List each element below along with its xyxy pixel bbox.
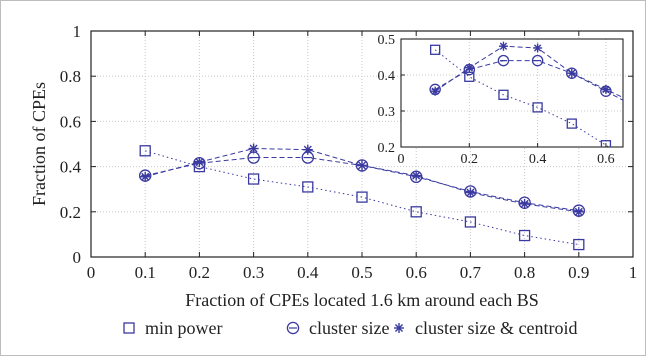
inset-data-point xyxy=(567,68,577,78)
series-line xyxy=(145,148,579,213)
inset-data-point xyxy=(498,89,509,100)
inset-data-point xyxy=(430,44,441,55)
x-tick-label: 0.4 xyxy=(297,263,319,282)
x-tick-label: 0 xyxy=(87,263,96,282)
data-point xyxy=(140,171,151,182)
data-point xyxy=(357,160,367,171)
x-tick-label: 0.2 xyxy=(189,263,210,282)
x-tick-label: 0.9 xyxy=(568,263,589,282)
inset-plot-area xyxy=(400,38,624,148)
data-point xyxy=(356,191,368,203)
legend-marker xyxy=(286,321,300,335)
legend-marker xyxy=(394,323,404,333)
x-tick-label: 0.6 xyxy=(406,263,427,282)
data-point xyxy=(519,198,530,209)
inset-data-point xyxy=(532,102,543,113)
x-axis-label: Fraction of CPEs located 1.6 km around e… xyxy=(185,290,538,310)
x-tick-label: 0.3 xyxy=(243,263,264,282)
data-point xyxy=(411,170,422,181)
data-point xyxy=(465,187,476,198)
legend-marker xyxy=(123,322,135,334)
x-tick-label: 0.5 xyxy=(351,263,372,282)
inset-data-point xyxy=(601,84,611,94)
data-point xyxy=(464,216,477,228)
inset-data-point xyxy=(498,41,508,51)
data-point xyxy=(247,151,260,164)
inset-data-point xyxy=(531,54,544,67)
data-point xyxy=(139,145,151,157)
y-tick-label: 0.6 xyxy=(60,112,81,131)
legend-label: cluster size & centroid xyxy=(415,318,577,338)
x-tick-label: 0.8 xyxy=(514,263,535,282)
data-point xyxy=(573,238,585,251)
inset-x-tick-label: 0.2 xyxy=(461,152,479,167)
data-point xyxy=(248,143,259,154)
inset-x-tick-label: 0 xyxy=(398,152,405,167)
inset-data-point xyxy=(533,43,543,53)
legend-label: cluster size xyxy=(309,318,389,338)
y-tick-label: 0.4 xyxy=(60,158,82,177)
inset-y-tick-label: 0.3 xyxy=(378,105,396,120)
series-line xyxy=(145,150,579,246)
inset-series-group xyxy=(429,41,623,147)
x-tick-label: 0.1 xyxy=(135,263,156,282)
y-tick-label: 0.2 xyxy=(60,203,81,222)
x-tick-label: 1 xyxy=(629,263,638,282)
y-tick-label: 0.8 xyxy=(60,67,81,86)
inset-data-point xyxy=(464,63,474,73)
x-tick-label: 0.7 xyxy=(460,263,482,282)
inset-data-point xyxy=(600,140,612,147)
inset-x-tick-label: 0.4 xyxy=(529,152,547,167)
y-tick-label: 1 xyxy=(73,22,82,41)
data-point xyxy=(573,206,584,217)
inset-data-point xyxy=(497,54,510,67)
data-point xyxy=(247,173,260,185)
inset-x-tick-label: 0.6 xyxy=(597,152,615,167)
legend-label: min power xyxy=(145,318,222,338)
data-point xyxy=(518,229,531,242)
inset-y-tick-label: 0.5 xyxy=(378,33,396,48)
data-point xyxy=(302,144,313,155)
inset-y-tick-label: 0.2 xyxy=(378,141,396,156)
data-point xyxy=(410,206,422,218)
data-point xyxy=(302,181,314,193)
data-point xyxy=(194,157,205,168)
y-tick-label: 0 xyxy=(73,248,82,267)
inset-data-point xyxy=(430,86,440,96)
y-axis-label: Fraction of CPEs xyxy=(29,82,49,206)
inset-data-point xyxy=(566,118,577,129)
inset-y-tick-label: 0.4 xyxy=(378,69,396,84)
